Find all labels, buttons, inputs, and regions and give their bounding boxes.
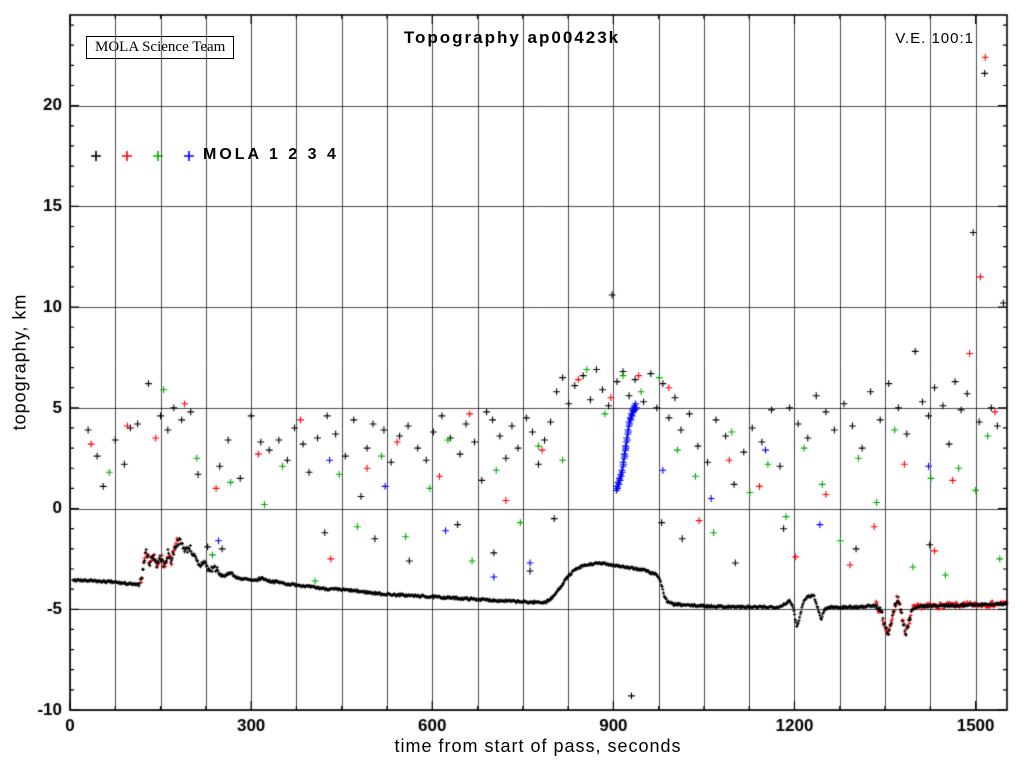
vertical-exaggeration-label: V.E. 100:1 bbox=[895, 30, 974, 47]
x-axis-label: time from start of pass, seconds bbox=[394, 736, 682, 756]
legend-label: MOLA 1 2 3 4 bbox=[203, 146, 339, 163]
credit-box: MOLA Science Team bbox=[86, 36, 235, 59]
y-axis-label: topography, km bbox=[9, 293, 30, 431]
plot-title: Topography ap00423k bbox=[403, 28, 621, 47]
